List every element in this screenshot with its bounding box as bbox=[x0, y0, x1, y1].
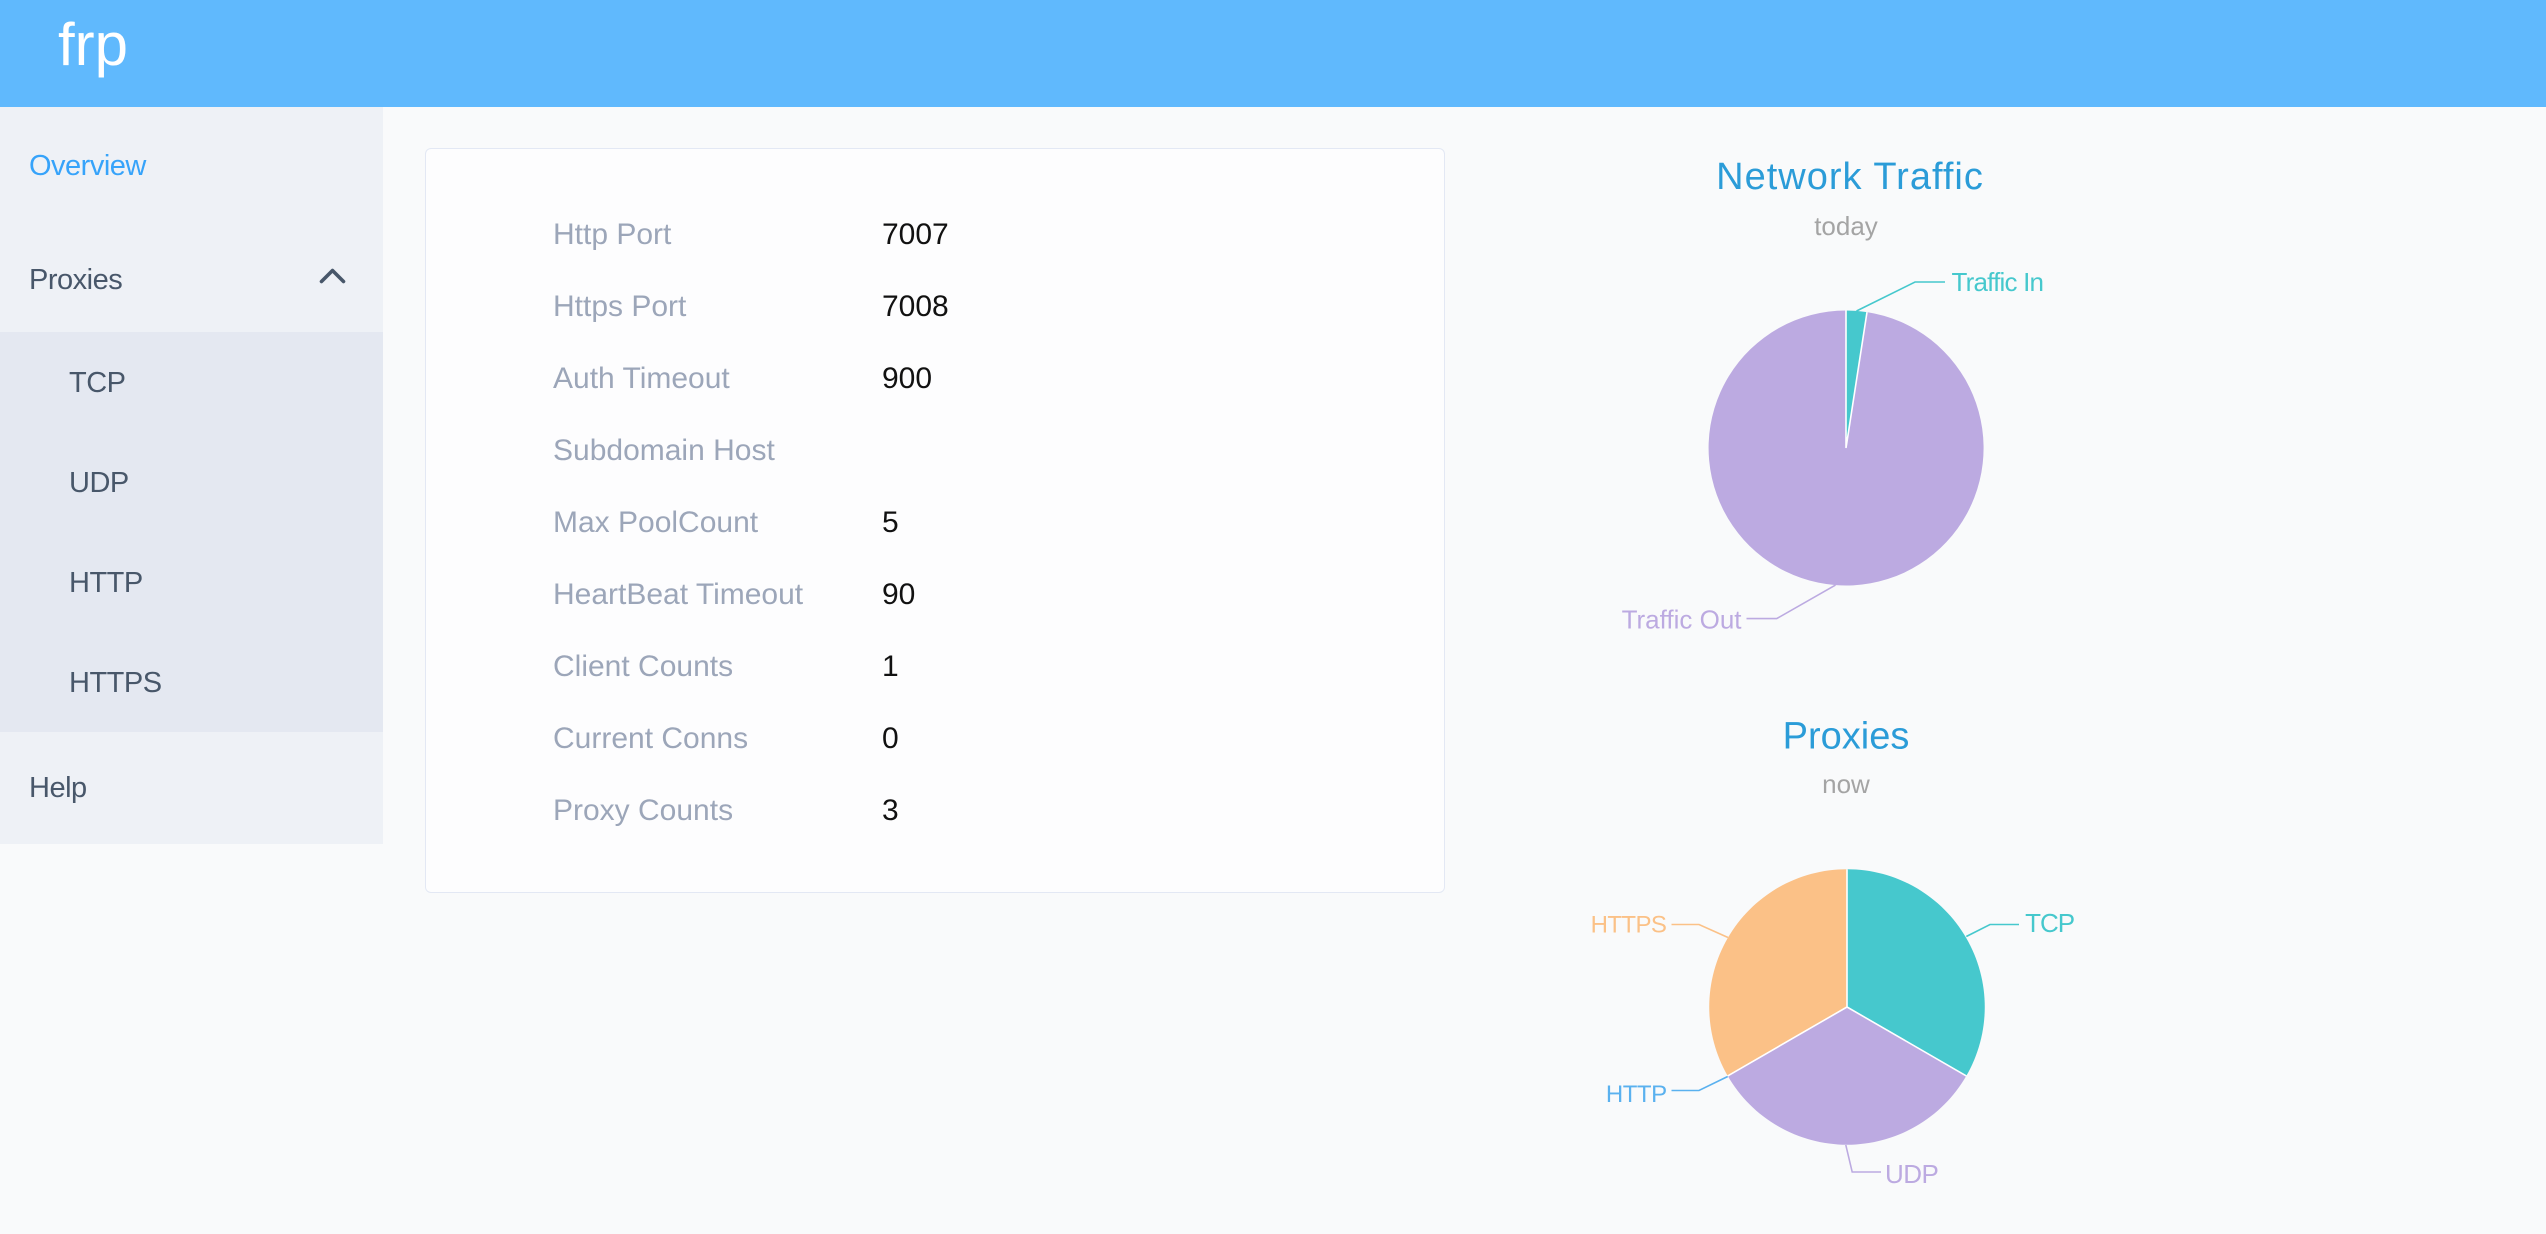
svg-text:now: now bbox=[1822, 769, 1870, 799]
svg-text:HTTP: HTTP bbox=[1606, 1081, 1667, 1108]
svg-text:Traffic Out: Traffic Out bbox=[1622, 605, 1743, 635]
svg-text:Proxies: Proxies bbox=[1783, 716, 1910, 758]
svg-text:UDP: UDP bbox=[1885, 1159, 1938, 1189]
svg-text:today: today bbox=[1814, 211, 1878, 241]
svg-text:HTTPS: HTTPS bbox=[1591, 912, 1667, 939]
svg-text:TCP: TCP bbox=[2025, 908, 2074, 938]
svg-text:Network Traffic: Network Traffic bbox=[1716, 156, 1984, 198]
svg-text:Traffic In: Traffic In bbox=[1952, 267, 2044, 297]
